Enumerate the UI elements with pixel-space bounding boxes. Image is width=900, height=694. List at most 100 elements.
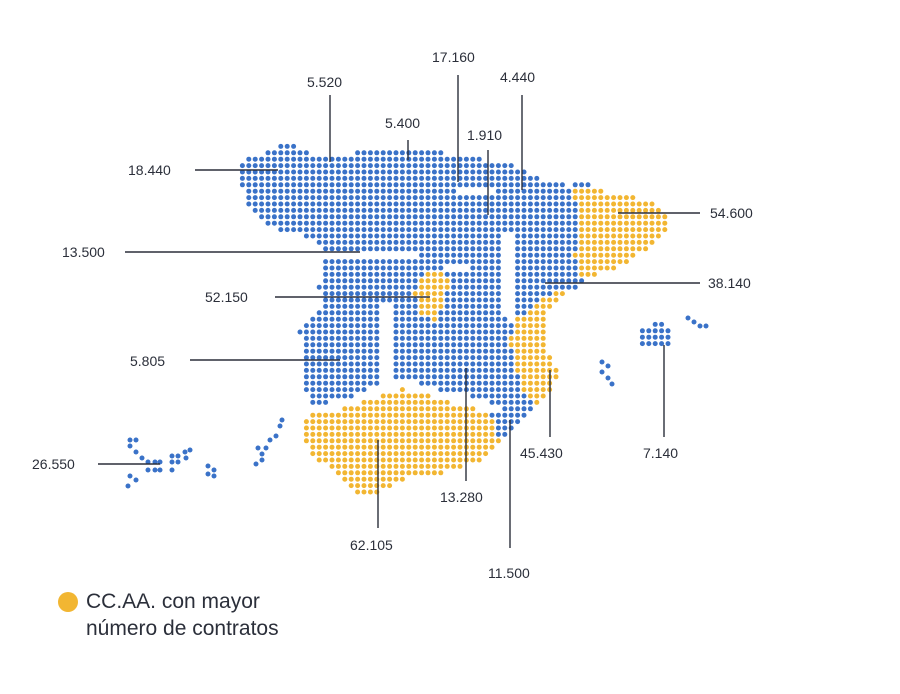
map-dot-highlight: [451, 425, 457, 431]
map-dot: [355, 220, 361, 226]
map-dot: [489, 323, 495, 329]
map-dot: [508, 412, 514, 418]
map-dot: [476, 156, 482, 162]
map-dot-highlight: [611, 233, 617, 239]
map-dot: [425, 259, 431, 265]
map-dot: [412, 150, 418, 156]
map-dot: [579, 182, 585, 188]
map-dot: [316, 393, 322, 399]
map-dot-highlight: [419, 303, 425, 309]
map-dot: [495, 399, 501, 405]
map-dot: [239, 175, 245, 181]
map-dot: [387, 188, 393, 194]
map-dot: [502, 335, 508, 341]
label-navarra: 4.440: [500, 69, 535, 85]
map-dot: [399, 335, 405, 341]
map-dot-canarias: [152, 467, 158, 473]
map-dot: [412, 265, 418, 271]
map-dot: [374, 239, 380, 245]
map-dot-highlight: [623, 207, 629, 213]
map-dot-highlight: [380, 399, 386, 405]
map-dot-highlight: [527, 342, 533, 348]
map-dot-highlight: [579, 188, 585, 194]
map-dot-highlight: [342, 419, 348, 425]
map-dot-highlight: [355, 451, 361, 457]
map-dot: [342, 214, 348, 220]
map-dot: [284, 182, 290, 188]
map-dot-highlight: [470, 438, 476, 444]
map-dot-highlight: [623, 233, 629, 239]
map-dot-highlight: [643, 233, 649, 239]
map-dot-highlight: [527, 310, 533, 316]
map-dot-highlight: [643, 207, 649, 213]
map-dot: [457, 284, 463, 290]
map-dot: [547, 214, 553, 220]
map-dot-highlight: [604, 214, 610, 220]
map-dot: [444, 195, 450, 201]
map-dot: [463, 246, 469, 252]
map-dot: [559, 233, 565, 239]
map-dot: [438, 156, 444, 162]
map-dot: [252, 195, 258, 201]
map-dot: [566, 233, 572, 239]
map-dot-canarias: [133, 477, 139, 483]
map-dot: [367, 342, 373, 348]
map-dot: [495, 303, 501, 309]
map-dot: [316, 348, 322, 354]
map-dot: [451, 214, 457, 220]
map-dot-highlight: [425, 284, 431, 290]
map-dot-canarias: [127, 473, 133, 479]
map-dot: [361, 201, 367, 207]
map-dot-highlight: [579, 201, 585, 207]
map-dot: [355, 169, 361, 175]
map-dot: [444, 188, 450, 194]
map-dot: [457, 239, 463, 245]
map-dot: [412, 310, 418, 316]
map-dot: [489, 393, 495, 399]
map-dot-highlight: [342, 463, 348, 469]
map-dot: [483, 169, 489, 175]
map-dot: [412, 259, 418, 265]
map-dot: [451, 374, 457, 380]
map-dot: [355, 355, 361, 361]
map-dot-highlight: [623, 195, 629, 201]
map-dot-highlight: [476, 444, 482, 450]
map-dot: [265, 207, 271, 213]
map-dot-highlight: [604, 227, 610, 233]
map-dot: [342, 195, 348, 201]
map-dot: [451, 239, 457, 245]
map-dot-highlight: [598, 207, 604, 213]
map-dot: [393, 156, 399, 162]
map-dot: [495, 239, 501, 245]
map-dot: [489, 252, 495, 258]
map-dot: [502, 380, 508, 386]
map-dot-highlight: [515, 355, 521, 361]
map-dot-highlight: [406, 438, 412, 444]
map-dot-highlight: [431, 451, 437, 457]
map-dot: [310, 182, 316, 188]
map-dot: [534, 265, 540, 271]
map-dot: [361, 156, 367, 162]
map-dot-highlight: [540, 310, 546, 316]
map-dot: [316, 182, 322, 188]
map-dot: [540, 291, 546, 297]
map-dot: [348, 246, 354, 252]
map-dot: [335, 380, 341, 386]
map-dot: [483, 246, 489, 252]
map-dot-highlight: [662, 214, 668, 220]
map-dot: [495, 335, 501, 341]
map-dot-highlight: [585, 265, 591, 271]
map-dot-highlight: [431, 425, 437, 431]
map-dot: [553, 201, 559, 207]
map-dot: [393, 329, 399, 335]
map-dot: [361, 348, 367, 354]
map-dot: [540, 227, 546, 233]
map-dot: [521, 220, 527, 226]
map-dot: [572, 284, 578, 290]
map-dot: [361, 310, 367, 316]
map-dot: [457, 367, 463, 373]
map-dot: [265, 175, 271, 181]
map-dot: [323, 278, 329, 284]
map-dot-canarias: [169, 459, 175, 465]
map-dot-canarias: [279, 417, 285, 423]
